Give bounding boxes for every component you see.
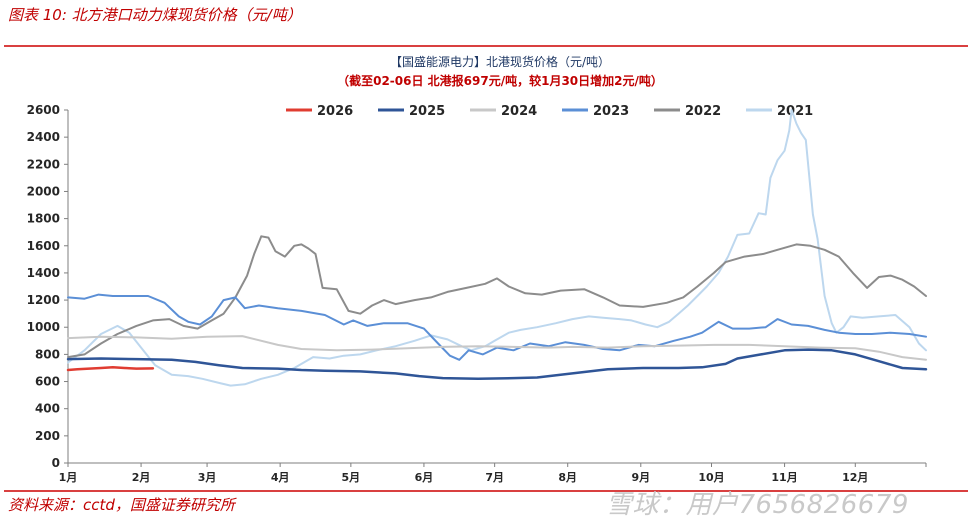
y-tick-label: 2200 <box>27 157 60 171</box>
legend-label-2022: 2022 <box>685 104 721 119</box>
series-line-2026 <box>66 366 155 372</box>
x-tick-label: 12月 <box>842 471 868 484</box>
series-line-2025 <box>66 348 928 381</box>
top-divider <box>4 45 968 47</box>
y-tick-label: 1600 <box>27 239 60 253</box>
y-tick-label: 1400 <box>27 266 60 280</box>
y-tick-label: 0 <box>52 456 60 470</box>
series-line-2022 <box>67 235 927 359</box>
y-tick-label: 2600 <box>27 103 60 117</box>
x-tick-label: 5月 <box>342 471 361 484</box>
legend-label-2026: 2026 <box>317 104 353 119</box>
source-note: 资料来源：cctd，国盛证券研究所 <box>8 496 235 514</box>
x-tick-label: 4月 <box>271 471 290 484</box>
x-tick-label: 1月 <box>59 471 78 484</box>
chart-axes: 0 200 400 600 800 1000 1200 1400 1600 1800 2000 220… <box>27 103 927 484</box>
y-tick-label: 2400 <box>27 130 60 144</box>
x-tick-label: 11月 <box>771 471 797 484</box>
x-tick-label: 3月 <box>198 471 217 484</box>
y-tick-label: 1000 <box>27 320 60 334</box>
plot-area <box>66 109 928 387</box>
x-tick-label: 2月 <box>132 471 151 484</box>
legend-label-2021: 2021 <box>777 104 813 119</box>
y-tick-label: 1200 <box>27 293 60 307</box>
y-tick-label: 400 <box>35 402 60 416</box>
chart-title: 【国盛能源电力】北港现货价格（元/吨） <box>390 54 610 69</box>
series-line-2023 <box>67 293 927 361</box>
x-tick-label: 6月 <box>415 471 434 484</box>
x-tick-label: 10月 <box>698 471 724 484</box>
x-tick-label: 8月 <box>558 471 577 484</box>
y-tick-label: 600 <box>35 375 60 389</box>
legend-label-2023: 2023 <box>593 104 629 119</box>
series-line-2024 <box>67 335 927 361</box>
chart-legend: 2026 2025 2024 2023 2022 2021 <box>286 104 813 119</box>
bottom-divider <box>4 490 968 492</box>
y-tick-label: 200 <box>35 429 60 443</box>
legend-label-2025: 2025 <box>409 104 445 119</box>
x-tick-label: 7月 <box>485 471 504 484</box>
watermark: 雪球：用户7656826679 <box>606 490 909 520</box>
chart-subtitle: （截至02-06日 北港报697元/吨，较1月30日增加2元/吨） <box>337 73 663 88</box>
y-tick-label: 1800 <box>27 212 60 226</box>
series-line-2021 <box>67 109 927 387</box>
y-tick-label: 2000 <box>27 184 60 198</box>
figure-title: 图表 10: 北方港口动力煤现货价格（元/吨） <box>8 6 302 24</box>
x-tick-label: 9月 <box>631 471 650 484</box>
y-tick-label: 800 <box>35 347 60 361</box>
legend-label-2024: 2024 <box>501 104 537 119</box>
